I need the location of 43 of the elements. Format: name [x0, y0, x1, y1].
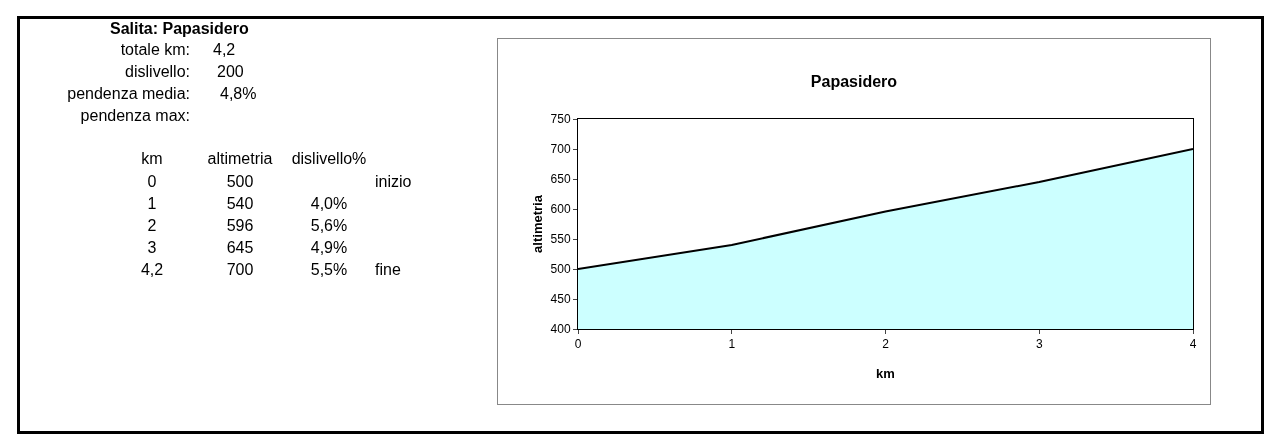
- text: dislivello:: [125, 63, 190, 81]
- y-axis-title: altimetria: [530, 194, 545, 253]
- text: 200: [217, 63, 244, 81]
- text: 0: [147, 173, 157, 191]
- text: 540: [226, 195, 254, 213]
- x-tick-label: 3: [1035, 337, 1043, 352]
- text: 4,2: [140, 261, 164, 279]
- text: fine: [375, 261, 401, 279]
- y-tick-label: 400: [550, 322, 571, 337]
- x-axis-title: km: [876, 366, 895, 381]
- text: dislivello%: [291, 150, 367, 168]
- y-tick-label: 700: [550, 142, 571, 157]
- text: altimetria: [207, 150, 273, 168]
- y-tick-label: 450: [550, 292, 571, 307]
- text: 645: [226, 239, 254, 257]
- text: inizio: [375, 173, 412, 191]
- text: Salita: Papasidero: [110, 20, 249, 38]
- x-tick-label: 2: [882, 337, 890, 352]
- text: 596: [226, 217, 254, 235]
- text: pendenza media:: [67, 85, 190, 103]
- text: 500: [226, 173, 254, 191]
- y-tick-label: 600: [550, 202, 571, 217]
- chart-title: Papasidero: [810, 72, 898, 90]
- text: pendenza max:: [80, 107, 190, 125]
- text: 4,0%: [310, 195, 348, 213]
- text: 4,9%: [310, 239, 348, 257]
- text: 1: [147, 195, 157, 213]
- x-tick-label: 0: [574, 337, 582, 352]
- text: 2: [147, 217, 157, 235]
- text: totale km:: [120, 41, 190, 59]
- y-tick-label: 650: [550, 172, 571, 187]
- text: km: [141, 150, 163, 168]
- x-tick-label: 4: [1189, 337, 1197, 352]
- y-tick-label: 500: [550, 262, 571, 277]
- x-tick-label: 1: [728, 337, 736, 352]
- y-tick-label: 750: [550, 112, 571, 127]
- text: 5,5%: [310, 261, 348, 279]
- text: 700: [226, 261, 254, 279]
- text: 4,8%: [220, 85, 257, 103]
- y-tick-label: 550: [550, 232, 571, 247]
- text: 5,6%: [310, 217, 348, 235]
- text: 4,2: [213, 41, 236, 59]
- text: 3: [147, 239, 157, 257]
